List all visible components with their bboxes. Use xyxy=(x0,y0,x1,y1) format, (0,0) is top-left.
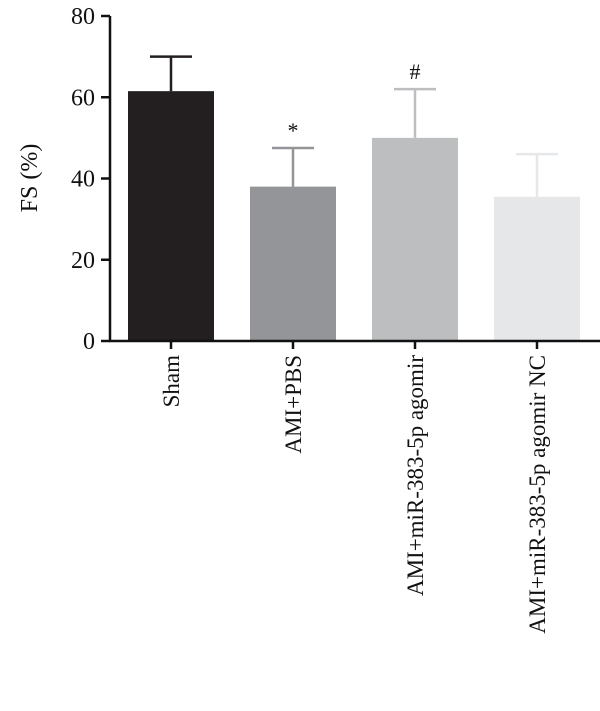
y-ticks-layer: 0 20 40 60 80 xyxy=(71,4,110,355)
annotations-layer: *# xyxy=(288,59,421,143)
bar xyxy=(372,137,458,341)
significance-marker: * xyxy=(288,118,299,143)
bar xyxy=(250,186,336,341)
bar xyxy=(128,91,214,341)
bar xyxy=(494,196,580,341)
y-tick-label: 40 xyxy=(71,167,95,193)
category-label: Sham xyxy=(159,355,184,408)
y-axis-label: FS (%) xyxy=(17,144,43,213)
error-bars-layer xyxy=(150,55,558,197)
y-tick-label: 80 xyxy=(71,4,95,30)
category-label: AMI+PBS xyxy=(281,355,306,454)
category-label: AMI+miR-383-5p agomir NC xyxy=(525,355,550,634)
bars-layer xyxy=(128,91,580,341)
significance-marker: # xyxy=(410,59,421,84)
y-tick-label: 20 xyxy=(71,248,95,274)
y-tick-label: 0 xyxy=(83,329,95,355)
y-tick-label: 60 xyxy=(71,85,95,111)
x-labels-layer: Sham AMI+PBS AMI+miR-383-5p agomir AMI+miR-… xyxy=(159,341,550,634)
category-label: AMI+miR-383-5p agomir xyxy=(403,355,428,596)
